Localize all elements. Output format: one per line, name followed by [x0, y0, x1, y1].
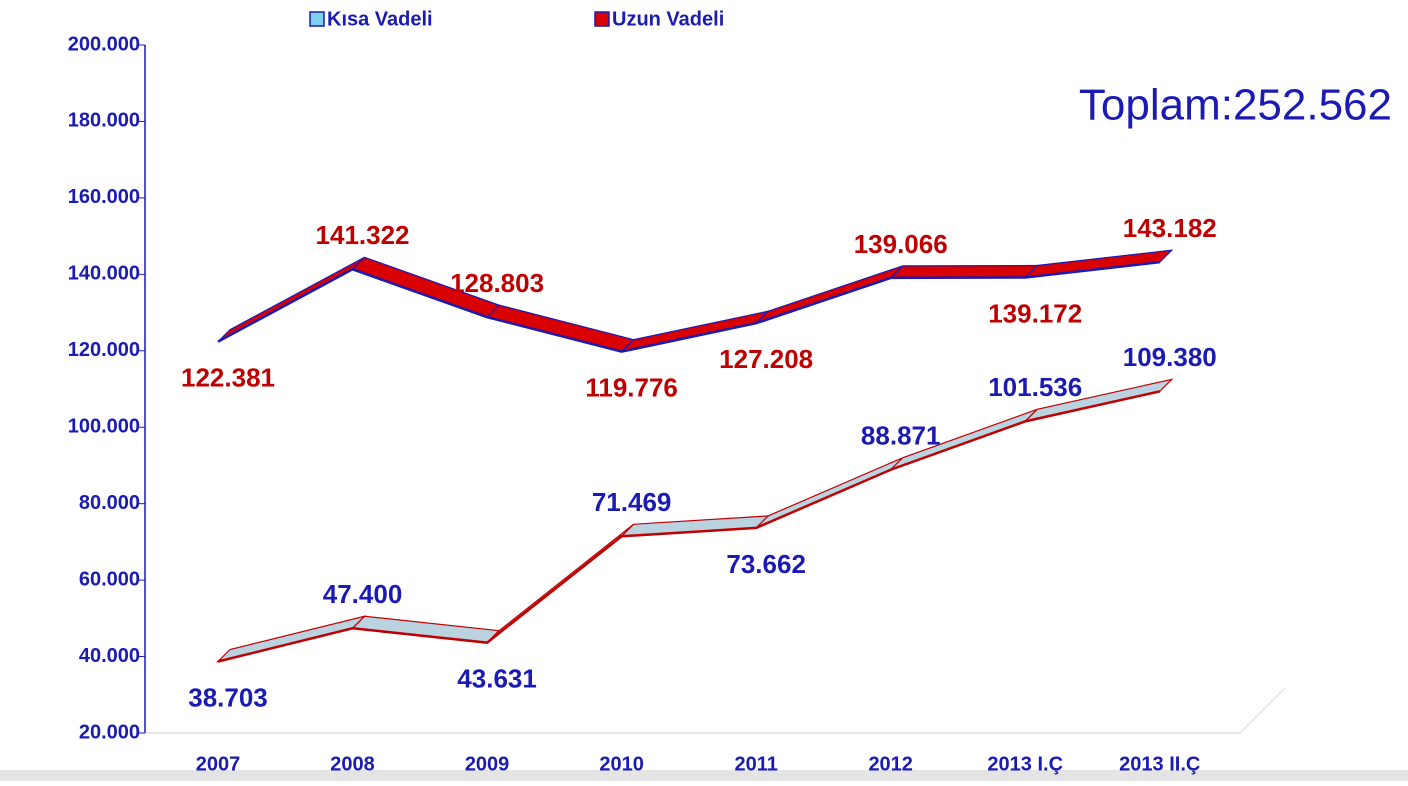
data-label: 88.871	[861, 421, 941, 451]
legend-swatch	[594, 11, 610, 27]
data-label: 127.208	[719, 344, 813, 374]
bottom-bar	[0, 770, 1408, 781]
data-label: 73.662	[726, 549, 806, 579]
data-label: 143.182	[1123, 213, 1217, 243]
ribbon-segment	[889, 264, 1039, 279]
x-tick-label: 2013 I.Ç	[987, 753, 1063, 775]
total-annotation: Toplam:252.562	[1079, 81, 1392, 130]
data-label: 101.536	[988, 372, 1082, 402]
x-tick-label: 2010	[599, 753, 644, 775]
y-tick-label: 40.000	[79, 645, 140, 667]
data-label: 109.380	[1123, 342, 1217, 372]
legend-swatch	[309, 11, 325, 27]
data-label: 119.776	[585, 373, 678, 403]
y-tick-label: 180.000	[68, 110, 140, 132]
data-label: 139.172	[988, 298, 1082, 328]
x-tick-label: 2009	[465, 753, 510, 775]
ribbon-segment	[620, 515, 770, 537]
data-label: 71.469	[592, 487, 672, 517]
x-tick-label: 2007	[196, 753, 241, 775]
data-label: 47.400	[323, 579, 403, 609]
ribbon-segment	[485, 304, 635, 353]
series-line	[217, 390, 1161, 663]
x-tick-label: 2013 II.Ç	[1119, 753, 1200, 775]
x-tick-label: 2012	[868, 753, 913, 775]
y-tick-label: 60.000	[79, 568, 140, 590]
y-tick-label: 120.000	[68, 339, 140, 361]
y-tick-label: 80.000	[79, 492, 140, 514]
x-tick-label: 2008	[330, 753, 375, 775]
data-label: 128.803	[450, 268, 544, 298]
y-tick-label: 140.000	[68, 263, 140, 285]
data-label: 43.631	[457, 664, 537, 694]
y-tick-label: 200.000	[68, 33, 140, 55]
y-tick-label: 20.000	[79, 721, 140, 743]
series-line	[217, 260, 1160, 353]
y-tick-label: 160.000	[68, 186, 140, 208]
legend-label: Kısa Vadeli	[327, 8, 433, 30]
data-label: 122.381	[181, 363, 275, 393]
x-tick-label: 2011	[734, 753, 777, 775]
data-label: 38.703	[188, 682, 268, 712]
legend-label: Uzun Vadeli	[612, 8, 724, 30]
data-label: 141.322	[316, 220, 410, 250]
y-tick-label: 100.000	[68, 416, 140, 438]
data-label: 139.066	[854, 229, 948, 259]
floor-edge	[1239, 687, 1286, 734]
ribbon-segment	[216, 615, 367, 663]
